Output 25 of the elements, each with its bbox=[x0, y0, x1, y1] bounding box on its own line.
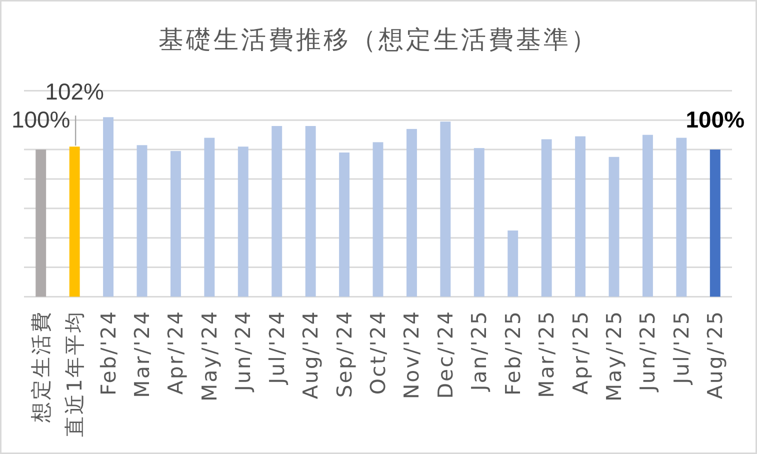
title: 基礎生活費推移（想定生活費基準） bbox=[158, 26, 598, 54]
x-tick-label: Mar/'25 bbox=[534, 310, 559, 398]
x-tick-label: Jun/'25 bbox=[636, 310, 660, 394]
x-tick-label: Nov/'24 bbox=[400, 310, 424, 400]
x-tick-label: Oct/'24 bbox=[366, 310, 390, 395]
data-label: 102% bbox=[45, 78, 104, 105]
x-tick-label: Feb/'24 bbox=[96, 310, 120, 396]
data-label: 100% bbox=[686, 106, 745, 133]
x-tick-label: May/'24 bbox=[197, 310, 222, 402]
x-tick-label: Jan/'25 bbox=[467, 310, 492, 393]
x-tick-label: Jul/'24 bbox=[264, 310, 289, 386]
x-tick-label: Apr/'25 bbox=[568, 310, 592, 395]
x-tick-label: Apr/'24 bbox=[164, 310, 188, 395]
x-tick-label: 直近1年平均 bbox=[62, 310, 87, 438]
data-label: 100% bbox=[11, 106, 70, 133]
x-tick-label: Dec/'24 bbox=[433, 310, 458, 399]
x-tick-label: Jul/'25 bbox=[669, 310, 694, 386]
x-tick-label: 想定生活費 bbox=[28, 310, 53, 424]
x-tick-label: Mar/'24 bbox=[130, 310, 154, 398]
x-tick-label: Jun/'24 bbox=[231, 310, 256, 394]
x-tick-label: Aug/'24 bbox=[298, 310, 323, 400]
x-tick-label: Feb/'25 bbox=[500, 310, 525, 396]
x-tick-label: Sep/'24 bbox=[332, 310, 356, 398]
x-tick-label: Aug/'25 bbox=[703, 310, 728, 400]
x-tick-label: May/'25 bbox=[602, 310, 626, 402]
